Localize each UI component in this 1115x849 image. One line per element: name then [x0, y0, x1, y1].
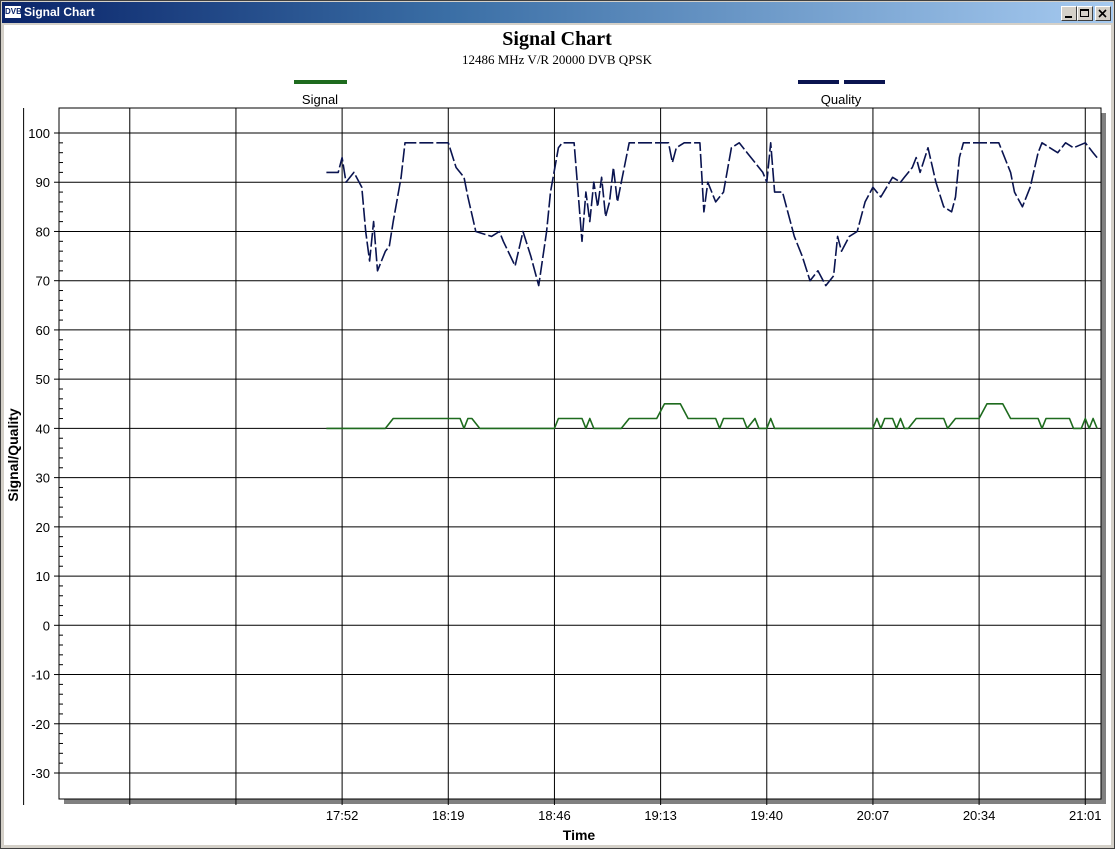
x-tick-label: 20:34: [963, 808, 996, 823]
title-bar[interactable]: DVB Signal Chart: [2, 2, 1113, 23]
close-icon: [1098, 9, 1107, 18]
dvb-app-icon: DVB: [5, 6, 22, 18]
minimize-icon: [1065, 16, 1072, 18]
minimize-button[interactable]: [1061, 6, 1077, 21]
x-tick-label: 19:40: [751, 808, 784, 823]
x-tick-label: 20:07: [857, 808, 890, 823]
y-tick-label: 70: [36, 274, 50, 289]
y-tick-label: 60: [36, 323, 50, 338]
close-button[interactable]: [1095, 6, 1111, 21]
maximize-button[interactable]: [1077, 6, 1093, 21]
series-lines: [326, 142, 1098, 430]
y-axis-label: Signal/Quality: [5, 408, 21, 502]
y-tick-label: 0: [43, 618, 50, 633]
y-tick-label: 20: [36, 520, 50, 535]
y-tick-label: 10: [36, 569, 50, 584]
signal-chart: Signal Chart 12486 MHz V/R 20000 DVB QPS…: [5, 28, 1106, 843]
legend-quality: Quality: [798, 80, 885, 107]
chart-subtitle: 12486 MHz V/R 20000 DVB QPSK: [462, 52, 653, 67]
y-tick-label: 90: [36, 175, 50, 190]
maximize-icon: [1080, 9, 1089, 17]
chart-area: Signal Chart 12486 MHz V/R 20000 DVB QPS…: [4, 25, 1111, 845]
x-tick-label: 18:19: [432, 808, 465, 823]
y-tick-label: 40: [36, 421, 50, 436]
y-tick-label: -10: [31, 668, 50, 683]
y-tick-label: 100: [28, 126, 50, 141]
grid: [23, 108, 1101, 799]
legend-signal-label: Signal: [302, 92, 338, 107]
chart-title: Signal Chart: [502, 28, 612, 50]
y-tick-label: 50: [36, 372, 50, 387]
legend-quality-label: Quality: [821, 92, 862, 107]
y-tick-label: -20: [31, 717, 50, 732]
x-axis-label: Time: [563, 827, 596, 843]
series-quality-line: [326, 142, 1098, 287]
x-tick-label: 18:46: [538, 808, 571, 823]
y-tick-label: 30: [36, 471, 50, 486]
legend-signal: Signal: [294, 80, 347, 107]
series-signal-line: [326, 402, 1098, 430]
x-tick-label: 21:01: [1069, 808, 1102, 823]
window-title: Signal Chart: [24, 5, 95, 19]
y-tick-label: -30: [31, 766, 50, 781]
x-tick-label: 19:13: [644, 808, 677, 823]
y-tick-label: 80: [36, 224, 50, 239]
x-tick-label: 17:52: [326, 808, 359, 823]
